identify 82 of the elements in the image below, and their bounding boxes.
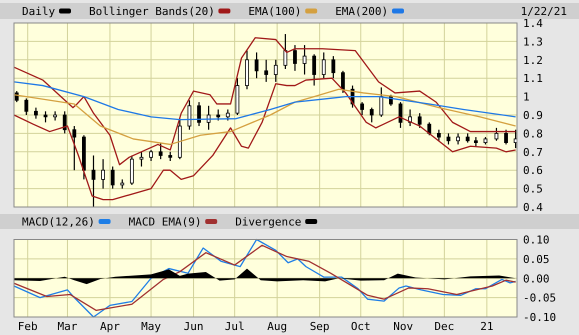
x-tick-label: May: [141, 320, 162, 333]
y-tick-label: 0.6: [523, 164, 543, 178]
x-tick-label: Jul: [224, 320, 245, 333]
candlestick: [92, 154, 96, 208]
candlestick: [398, 102, 402, 128]
y-tick-label: 0.8: [523, 127, 543, 140]
candlestick: [322, 52, 326, 79]
candlestick: [436, 129, 441, 142]
candlestick: [254, 52, 258, 79]
y-tick-label: 1.3: [523, 35, 543, 48]
candlestick: [110, 166, 115, 190]
candlestick: [197, 102, 201, 127]
candlestick: [274, 59, 278, 82]
candlestick: [504, 129, 508, 146]
candlestick: [24, 98, 28, 116]
candlestick: [293, 44, 297, 72]
candlestick: [474, 136, 478, 147]
line-series: [14, 244, 516, 312]
line-series: [14, 37, 516, 166]
candlestick: [341, 70, 345, 94]
y-tick-label: -0.10: [523, 311, 556, 324]
legend-label: EMA(200): [335, 5, 388, 18]
candlestick: [446, 132, 450, 146]
candlestick: [130, 154, 134, 186]
x-tick-label: Sep: [310, 320, 330, 333]
legend-label: Divergence: [235, 216, 302, 228]
candlestick: [418, 112, 422, 128]
y-tick-label: 0.5: [523, 182, 543, 196]
candlestick: [312, 54, 316, 86]
x-tick-label: Aug: [267, 320, 288, 333]
y-tick-label: 0.4: [523, 201, 544, 214]
legend-label: EMA(100): [248, 5, 302, 18]
x-tick-label: Nov: [393, 320, 414, 333]
line-series: [14, 88, 516, 146]
candlestick: [149, 149, 153, 162]
candlestick: [72, 125, 76, 171]
candlestick: [370, 107, 374, 123]
y-tick-label: 1.1: [523, 72, 543, 86]
legend-label: MACD(12,26): [22, 216, 95, 228]
y-tick-label: 0.7: [523, 146, 543, 159]
candlestick: [44, 110, 48, 123]
candlestick: [188, 100, 192, 130]
line-series: [14, 78, 516, 200]
x-tick-label: Jun: [184, 320, 204, 333]
line-series: [14, 238, 516, 318]
y-tick-label: 0.00: [523, 272, 550, 286]
legend-label: MACD EMA(9): [128, 216, 202, 228]
text: 1/22/21: [520, 5, 567, 18]
y-tick-label: -0.05: [523, 292, 556, 305]
candlestick: [34, 107, 38, 120]
candlestick: [101, 158, 105, 190]
y-tick-label: 0.05: [523, 252, 550, 266]
candlestick: [140, 151, 144, 168]
candlestick: [331, 56, 336, 79]
candlestick: [494, 127, 498, 142]
legend-label: Daily: [22, 5, 56, 18]
x-tick-label: Mar: [58, 320, 78, 333]
x-tick-label: 21: [480, 320, 494, 333]
x-tick-label: Apr: [100, 320, 120, 333]
y-tick-label: 0.9: [523, 109, 543, 122]
candlestick: [264, 59, 268, 82]
candlestick: [466, 132, 470, 144]
y-tick-label: 1.4: [523, 17, 544, 30]
candlestick: [360, 102, 364, 116]
candlestick: [120, 178, 124, 190]
y-tick-label: 0.10: [523, 234, 550, 246]
candlestick: [283, 33, 288, 70]
candlestick: [514, 129, 517, 149]
legend-label: Bollinger Bands(20): [89, 5, 215, 18]
candlestick: [456, 132, 460, 146]
candlestick: [158, 142, 163, 160]
line-series: [14, 81, 516, 120]
y-tick-label: 1.2: [523, 54, 543, 67]
candlestick: [302, 44, 306, 76]
candlestick: [216, 108, 220, 122]
candlestick: [53, 110, 58, 122]
x-tick-label: Oct: [350, 320, 371, 333]
candlestick: [168, 151, 172, 162]
x-tick-label: Feb: [18, 320, 38, 333]
y-tick-label: 1: [523, 90, 530, 104]
x-tick-label: Dec: [434, 320, 454, 333]
candlestick: [206, 105, 211, 130]
